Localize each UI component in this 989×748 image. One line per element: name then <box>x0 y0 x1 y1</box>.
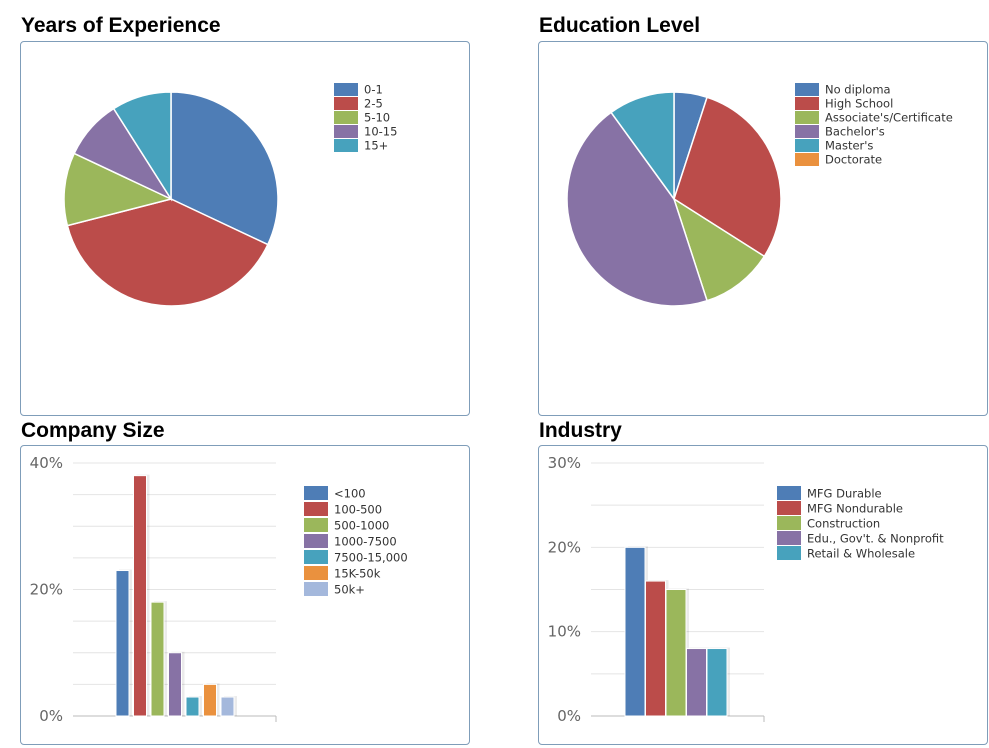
legend-label-7500-15-000: 7500-15,000 <box>334 550 408 564</box>
legend-swatch-10-15 <box>334 125 358 138</box>
legend-swatch-high-school <box>795 97 819 110</box>
legend-swatch-mfg-durable <box>777 486 801 500</box>
bar-chart-company-size: 0% 20% 40% <100 100-500 500-1000 1000-7500 7500… <box>30 454 408 725</box>
bar-edu-gov-t-nonprofit <box>686 648 707 717</box>
legend-label-no-diploma: No diploma <box>825 83 891 97</box>
pie-slice-bachelor-s <box>566 111 709 307</box>
bar-50k <box>220 696 235 717</box>
legend-label-100-500: 100-500 <box>334 502 382 516</box>
legend-swatch-2-5 <box>334 97 358 110</box>
legend-swatch-bachelor-s <box>795 125 819 138</box>
legend-label-master-s: Master's <box>825 139 873 153</box>
bar-mfg-nondurable <box>645 580 666 717</box>
legend-swatch-7500-15-000 <box>304 550 328 564</box>
y-tick-label: 0% <box>39 707 63 725</box>
bar-500-1000 <box>150 601 165 717</box>
chart-panel-experience: 0-1 2-5 5-10 10-15 15+ <box>20 41 470 416</box>
bar-retail-wholesale <box>706 648 728 717</box>
legend-swatch-50k <box>304 582 328 596</box>
panel-title-education: Education Level <box>539 14 701 37</box>
legend-label-15: 15+ <box>364 139 388 153</box>
legend-label-1000-7500: 1000-7500 <box>334 534 397 548</box>
legend-swatch-15 <box>334 139 358 152</box>
legend-swatch-0-1 <box>334 83 358 96</box>
legend-label-100: <100 <box>334 486 366 500</box>
legend-label-10-15: 10-15 <box>364 125 397 139</box>
pie-slice-5-10 <box>63 152 174 227</box>
bar-1000-7500 <box>168 652 182 717</box>
legend-label-high-school: High School <box>825 97 893 111</box>
legend-swatch-1000-7500 <box>304 534 328 548</box>
legend-label-mfg-nondurable: MFG Nondurable <box>807 501 903 515</box>
legend-swatch-500-1000 <box>304 518 328 532</box>
pie-slice-master-s <box>610 91 675 202</box>
legend-label-500-1000: 500-1000 <box>334 518 389 532</box>
y-tick-label: 40% <box>30 454 63 472</box>
legend-swatch-no-diploma <box>795 83 819 96</box>
legend-label-0-1: 0-1 <box>364 83 383 97</box>
legend-label-50k: 50k+ <box>334 582 365 596</box>
pie-slice-2-5 <box>66 198 269 307</box>
legend-label-construction: Construction <box>807 516 880 530</box>
legend-label-2-5: 2-5 <box>364 97 383 111</box>
bar-15k-50k <box>203 683 217 717</box>
legend-swatch-construction <box>777 516 801 530</box>
legend-swatch-100 <box>304 486 328 500</box>
legend-label-edu-gov-t-nonprofit: Edu., Gov't. & Nonprofit <box>807 531 944 545</box>
legend-swatch-associate-s-certificate <box>795 111 819 124</box>
bar-7500-15-000 <box>185 696 200 717</box>
y-tick-label: 10% <box>548 623 581 641</box>
chart-panel-company-size: 0% 20% 40% <100 100-500 500-1000 1000-7500 7500… <box>20 445 470 745</box>
legend-label-mfg-durable: MFG Durable <box>807 486 882 500</box>
pie-slice-0-1 <box>170 91 279 246</box>
panel-title-experience: Years of Experience <box>21 14 221 37</box>
bar-construction <box>665 589 687 717</box>
legend-swatch-retail-wholesale <box>777 546 801 560</box>
legend-swatch-master-s <box>795 139 819 152</box>
panel-title-company-size: Company Size <box>21 419 165 442</box>
legend-label-bachelor-s: Bachelor's <box>825 125 885 139</box>
legend-label-5-10: 5-10 <box>364 111 390 125</box>
y-tick-label: 20% <box>548 538 581 556</box>
chart-panel-education: No diploma High School Associate's/Certifi… <box>538 41 988 416</box>
pie-slice-high-school <box>673 96 782 258</box>
pie-slice-associate-s-certificate <box>672 197 766 302</box>
y-tick-label: 0% <box>557 707 581 725</box>
legend-swatch-mfg-nondurable <box>777 501 801 515</box>
legend-label-associate-s-certificate: Associate's/Certificate <box>825 111 953 125</box>
legend-swatch-edu-gov-t-nonprofit <box>777 531 801 545</box>
panel-title-industry: Industry <box>539 419 622 442</box>
chart-panel-industry: 0% 10% 20% 30% MFG Durable MFG Nondurable Cons… <box>538 445 988 745</box>
legend-swatch-15k-50k <box>304 566 328 580</box>
legend-label-retail-wholesale: Retail & Wholesale <box>807 546 915 560</box>
pie-slice-15 <box>112 91 172 202</box>
legend-label-doctorate: Doctorate <box>825 153 882 167</box>
legend-swatch-doctorate <box>795 153 819 166</box>
legend-swatch-100-500 <box>304 502 328 516</box>
y-tick-label: 20% <box>30 581 63 599</box>
y-tick-label: 30% <box>548 454 581 472</box>
bar-100 <box>115 570 130 717</box>
legend-label-15k-50k: 15K-50k <box>334 566 381 580</box>
legend-swatch-5-10 <box>334 111 358 124</box>
bar-100-500 <box>133 475 147 717</box>
bar-mfg-durable <box>624 546 646 717</box>
